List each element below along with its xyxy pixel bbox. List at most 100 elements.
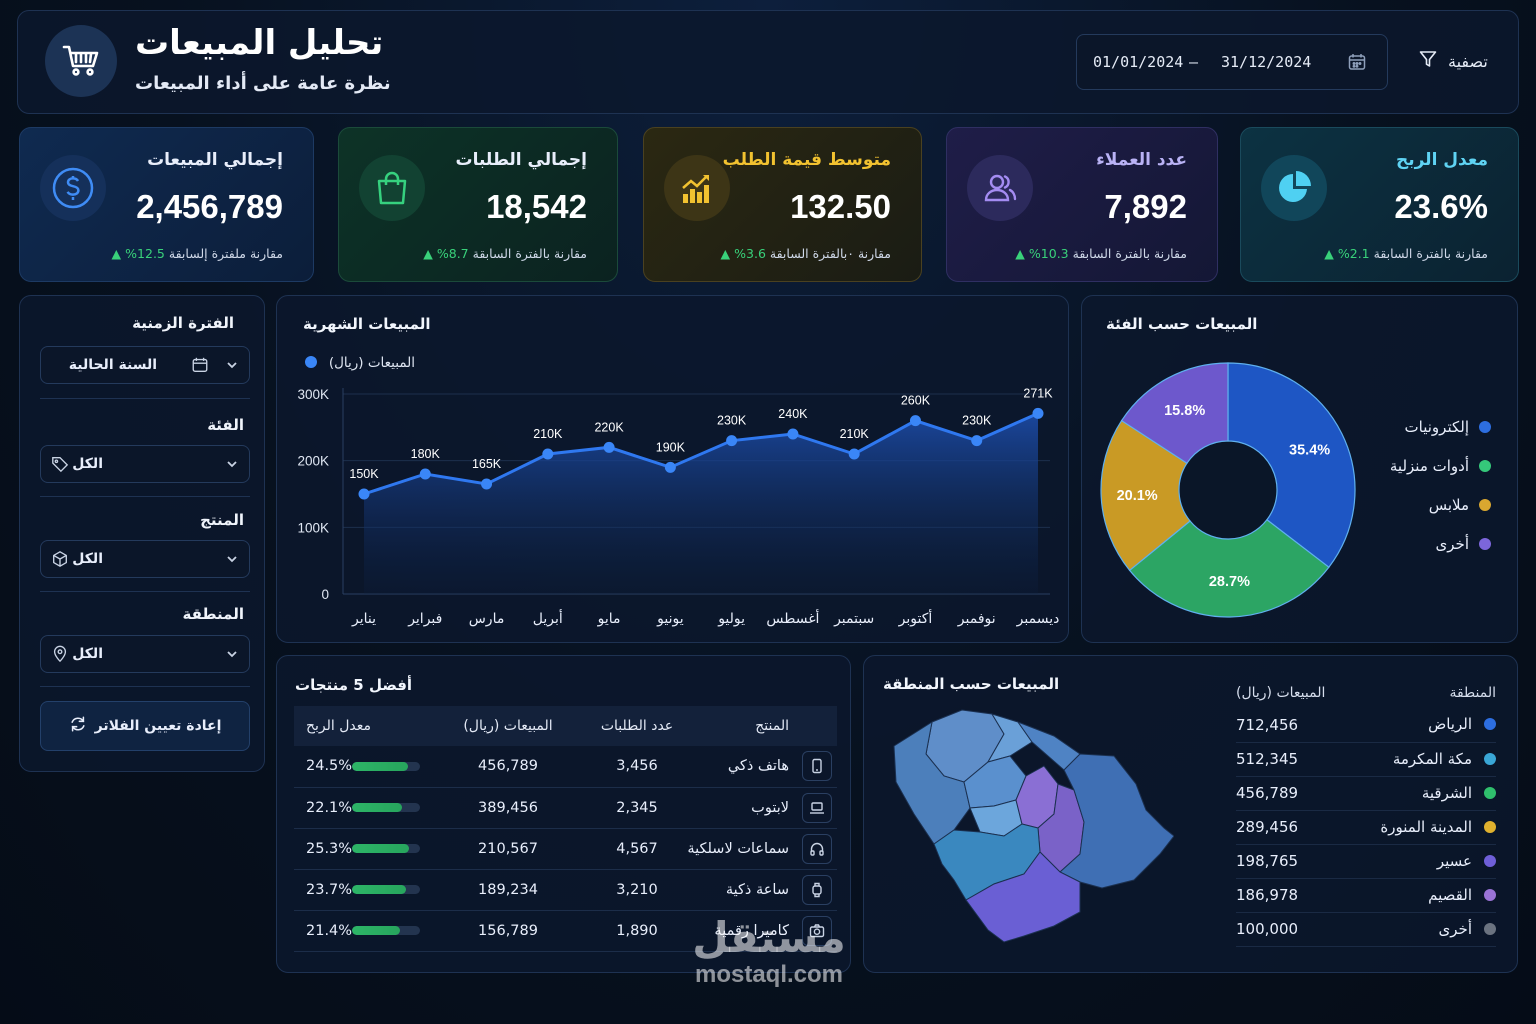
kpi-change-pct: 10.3%: [1028, 246, 1069, 261]
data-point[interactable]: [1032, 407, 1044, 419]
x-tick-label: أبريل: [533, 609, 563, 627]
data-point[interactable]: [971, 435, 983, 447]
region-select[interactable]: الكل: [40, 635, 250, 673]
product-sales: 156,789: [429, 910, 587, 952]
map-region-asir[interactable]: [965, 851, 1081, 943]
date-to: 31/12/2024: [1221, 53, 1312, 71]
product-orders: 3,210: [587, 869, 687, 911]
region-name: الشرقية: [1421, 783, 1472, 802]
margin-bar: [352, 885, 421, 894]
data-point[interactable]: [419, 468, 431, 480]
category-select[interactable]: الكل: [40, 445, 250, 483]
data-point[interactable]: [909, 415, 921, 427]
data-label: 271K: [1023, 386, 1053, 400]
data-point[interactable]: [726, 435, 738, 447]
map-region-eastern[interactable]: [1059, 753, 1174, 889]
kpi-card-total-sales: إجمالي المبيعات 2,456,789 مقارنة ملفترة …: [19, 127, 314, 282]
table-row[interactable]: الرياض 712,456: [1236, 708, 1496, 743]
pie-slice[interactable]: [1227, 362, 1356, 569]
column-header-sales: المبيعات (ريال): [429, 706, 587, 746]
data-label: 230K: [962, 414, 992, 428]
data-label: 210K: [840, 427, 870, 441]
table-row[interactable]: المدينة المنورة 289,456: [1236, 810, 1496, 845]
kpi-label: معدل الربح: [1395, 150, 1488, 170]
table-row[interactable]: عسير 198,765: [1236, 844, 1496, 879]
data-point[interactable]: [603, 441, 615, 453]
period-label: الفترة الزمنية: [132, 314, 234, 332]
margin-bar-fill: [352, 761, 408, 771]
divider: [40, 591, 250, 592]
product-sales: 456,789: [429, 746, 587, 788]
region-sales-value: 456,789: [1236, 776, 1350, 811]
table-row[interactable]: أخرى 100,000: [1236, 912, 1496, 947]
data-point[interactable]: [542, 448, 554, 460]
legend-item: ملابس: [1429, 496, 1491, 514]
filter-button[interactable]: تصفية: [1418, 49, 1488, 73]
table-row[interactable]: لابتوب 2,345 389,456 22.1%: [294, 787, 837, 829]
table-row[interactable]: مكة المكرمة 512,345: [1236, 742, 1496, 777]
kpi-value: 132.50: [790, 188, 891, 225]
table-header-row: المنطقة المبيعات (ريال): [1236, 678, 1496, 708]
kpi-value: 2,456,789: [136, 188, 283, 225]
table-row[interactable]: ساعة ذكية 3,210 189,234 23.7%: [294, 869, 837, 911]
kpi-change-pct: 2.1%: [1337, 246, 1370, 261]
filters-sidebar: الفترة الزمنية السنة الحالية الفئة الكل …: [19, 295, 265, 772]
table-row[interactable]: هاتف ذكي 3,456 456,789 24.5%: [294, 746, 837, 788]
slice-label: 35.4%: [1289, 443, 1330, 459]
column-header-region-sales: المبيعات (ريال): [1236, 685, 1326, 701]
product-margin: 22.1%: [306, 799, 353, 816]
product-select[interactable]: الكل: [40, 540, 250, 578]
pie-slice[interactable]: [1120, 362, 1229, 465]
period-select[interactable]: السنة الحالية: [40, 346, 250, 384]
kpi-card-customers: عدد العملاء 7,892 مقارنة بالفترة السابقة…: [946, 127, 1218, 282]
data-point[interactable]: [848, 448, 860, 460]
pie-icon: [1261, 155, 1327, 221]
data-label: 230K: [717, 414, 747, 428]
reset-filters-button[interactable]: إعادة تعيين الفلاتر: [40, 701, 250, 751]
table-header-row: المنتج عدد الطلبات المبيعات (ريال) معدل …: [294, 706, 837, 746]
kpi-value: 18,542: [486, 188, 587, 225]
shopping-bag-icon: [359, 155, 425, 221]
kpi-value: 23.6%: [1394, 188, 1488, 225]
camera-icon: [802, 915, 832, 946]
dollar-icon: [40, 155, 106, 221]
product-orders: 3,456: [587, 746, 687, 788]
pie-slice[interactable]: [1128, 518, 1330, 618]
product-sales: 189,234: [429, 869, 587, 911]
pie-slice[interactable]: [1100, 419, 1191, 572]
watermark-brand: مستقل: [692, 913, 846, 962]
data-label: 165K: [472, 457, 502, 471]
x-tick-label: سبتمبر: [833, 611, 874, 627]
data-point[interactable]: [481, 478, 493, 490]
x-tick-label: نوفمبر: [957, 611, 996, 627]
table-row[interactable]: القصيم 186,978: [1236, 878, 1496, 913]
data-point[interactable]: [358, 488, 370, 500]
region-color-dot: [1484, 820, 1496, 833]
table-row[interactable]: كاميرا رقمية 1,890 156,789 21.4%: [294, 910, 837, 952]
x-tick-label: يوليو: [717, 611, 745, 627]
margin-bar-fill: [352, 844, 410, 853]
calendar-icon[interactable]: [1347, 52, 1367, 76]
table-row[interactable]: سماعات لاسلكية 4,567 210,567 25.3%: [294, 828, 837, 870]
slice-label: 28.7%: [1209, 574, 1250, 590]
category-sales-panel: المبيعات حسب الفئة 35.4% 28.7% 20.1% 15.8% …: [1081, 295, 1518, 643]
box-icon: [51, 550, 69, 572]
chevron-down-icon: [225, 358, 239, 376]
data-label: 190K: [656, 440, 686, 454]
kpi-label: متوسط قيمة الطلب: [722, 150, 891, 170]
x-tick-label: فبراير: [407, 611, 442, 627]
product-name: ساعة ذكية: [687, 869, 797, 911]
y-tick-label: 300K: [297, 387, 329, 402]
table-row[interactable]: الشرقية 456,789: [1236, 776, 1496, 811]
data-label: 150K: [349, 467, 379, 481]
chevron-down-icon: [225, 552, 239, 570]
data-point[interactable]: [664, 461, 676, 473]
legend-dot: [1479, 499, 1491, 511]
date-range-picker[interactable]: 01/01/2024 — 31/12/2024: [1076, 34, 1388, 90]
data-point[interactable]: [787, 428, 799, 440]
region-sales-value: 186,978: [1236, 878, 1350, 913]
product-name: لابتوب: [687, 787, 797, 829]
product-name: كاميرا رقمية: [687, 910, 797, 952]
margin-bar-fill: [352, 803, 403, 812]
kpi-compare: مقارنة بالفترة السابقة 8.7% ▲: [423, 246, 587, 261]
